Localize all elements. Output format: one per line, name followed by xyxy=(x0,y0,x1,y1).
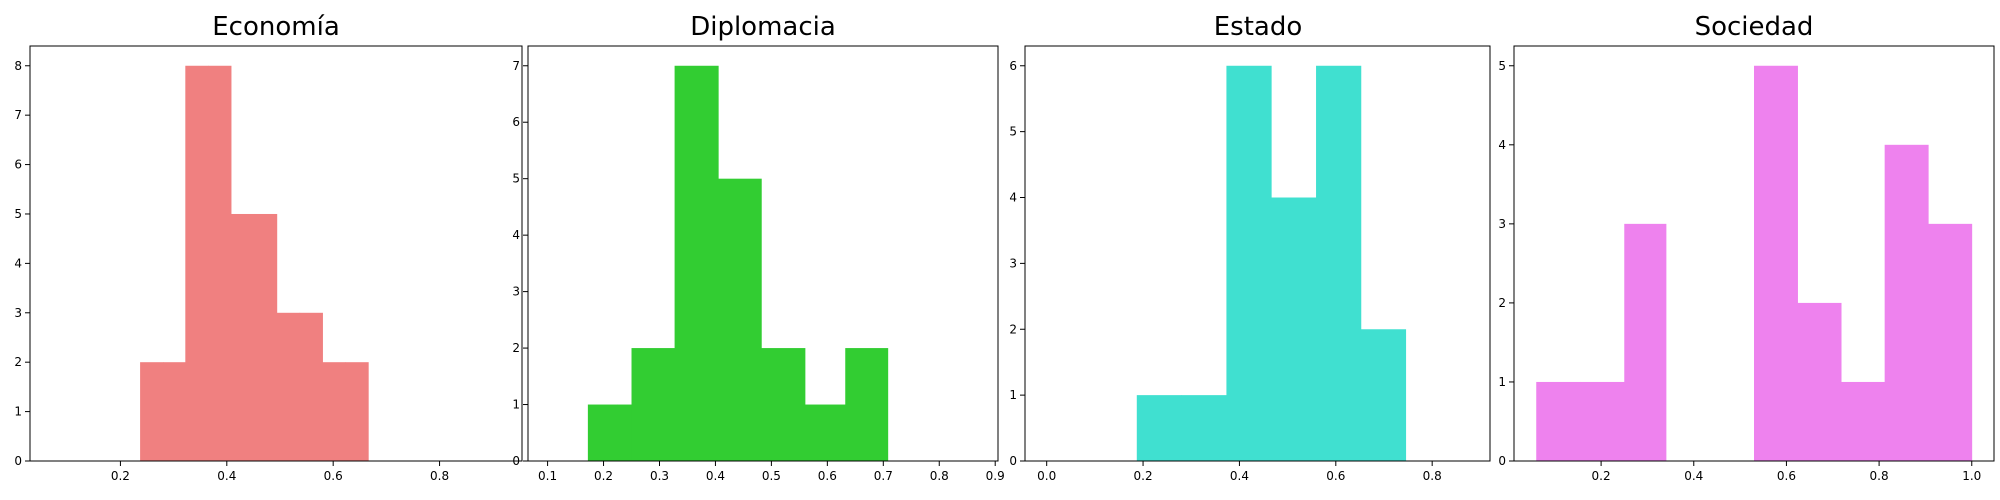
axes-frame xyxy=(527,45,999,462)
y-tick-label: 5 xyxy=(14,207,22,221)
histogram-bar xyxy=(1797,302,1842,461)
histogram-bar xyxy=(617,404,632,461)
panel-title: Sociedad xyxy=(1695,12,1814,42)
x-tick-label: 0.6 xyxy=(324,469,343,483)
histogram-bar xyxy=(162,362,186,461)
y-tick-label: 2 xyxy=(1498,296,1506,310)
histogram-bar xyxy=(276,312,301,461)
y-tick-label: 0 xyxy=(1498,454,1506,468)
histogram-panel-diplomacia: Diplomacia 0.1 0.2 0.3 0.4 0.5 0.6 0.7 0.8 0.9 0… xyxy=(512,12,1004,483)
y-tick-label: 1 xyxy=(1498,375,1506,389)
y-tick-label: 4 xyxy=(14,256,22,270)
y-tick-label: 3 xyxy=(14,306,22,320)
histogram-panel-estado: Estado 0.0 0.2 0.4 0.6 0.8 0 1 2 3 4 5 6 xyxy=(1009,12,1491,483)
x-tick-label: 0.8 xyxy=(1423,469,1442,483)
x-tick-label: 1.0 xyxy=(1962,469,1981,483)
x-tick-label: 0.6 xyxy=(1777,469,1796,483)
y-tick-label: 4 xyxy=(512,228,520,242)
axes-frame xyxy=(1024,45,1491,462)
y-tick-label: 6 xyxy=(1009,59,1017,73)
histogram-bar xyxy=(761,348,806,461)
y-tick-label: 3 xyxy=(512,285,520,299)
histogram-bar xyxy=(1884,144,1929,462)
histogram-bar xyxy=(631,348,675,461)
x-tick-label: 0.6 xyxy=(818,469,837,483)
y-tick-label: 2 xyxy=(14,355,22,369)
histogram-bar xyxy=(185,65,209,461)
histogram-bar xyxy=(1136,395,1183,461)
y-tick-label: 1 xyxy=(512,398,520,412)
histogram-bar xyxy=(1754,65,1798,461)
y-tick-label: 6 xyxy=(512,115,520,129)
histogram-bar xyxy=(345,362,369,461)
histogram-bar xyxy=(804,404,846,461)
x-tick-label: 0.8 xyxy=(430,469,449,483)
y-tick-label: 0 xyxy=(14,454,22,468)
y-tick-label: 5 xyxy=(1498,59,1506,73)
histogram-panel-economia: Economía 0.2 0.4 0.6 0.8 0 1 2 3 4 5 6 7 8 xyxy=(14,12,523,483)
x-tick-label: 0.4 xyxy=(706,469,725,483)
x-tick-label: 0.8 xyxy=(930,469,949,483)
histogram-bar xyxy=(674,65,719,461)
histogram-bar xyxy=(1580,381,1625,461)
y-tick-label: 2 xyxy=(1009,322,1017,336)
y-tick-label: 3 xyxy=(1009,256,1017,270)
histogram-bar xyxy=(1360,329,1407,461)
histogram-bar xyxy=(1536,381,1581,461)
histogram-bar xyxy=(231,213,255,461)
panel-title: Diplomacia xyxy=(690,12,836,42)
panel-title: Estado xyxy=(1214,12,1303,42)
histogram-bar xyxy=(1841,381,1886,461)
x-tick-label: 0.4 xyxy=(1684,469,1703,483)
histogram-bar xyxy=(587,404,618,461)
y-tick-label: 7 xyxy=(512,59,520,73)
histogram-bar xyxy=(1226,65,1272,461)
histogram-panel-sociedad: Sociedad 0.2 0.4 0.6 0.8 1.0 0 1 2 3 4 5 xyxy=(1498,12,1995,483)
histogram-bar xyxy=(140,362,164,461)
histogram-bar xyxy=(1624,223,1667,461)
y-tick-label: 6 xyxy=(14,158,22,172)
y-tick-label: 2 xyxy=(512,341,520,355)
y-tick-label: 1 xyxy=(1009,388,1017,402)
y-tick-label: 0 xyxy=(512,454,520,468)
axes-frame xyxy=(1513,45,1995,462)
x-tick-label: 0.7 xyxy=(874,469,893,483)
x-tick-label: 0.2 xyxy=(594,469,613,483)
histogram-bar xyxy=(322,362,346,461)
x-tick-label: 0.4 xyxy=(1230,469,1249,483)
x-tick-label: 0.6 xyxy=(1326,469,1345,483)
histogram-bar xyxy=(845,348,889,461)
histogram-bar xyxy=(299,312,323,461)
y-tick-label: 5 xyxy=(512,172,520,186)
histogram-bar xyxy=(1316,65,1362,461)
x-tick-label: 0.1 xyxy=(538,469,557,483)
histogram-bar xyxy=(718,178,762,461)
x-tick-label: 0.4 xyxy=(217,469,236,483)
y-tick-label: 3 xyxy=(1498,217,1506,231)
x-tick-label: 0.3 xyxy=(650,469,669,483)
y-tick-label: 5 xyxy=(1009,125,1017,139)
x-tick-label: 0.2 xyxy=(111,469,130,483)
x-tick-label: 0.5 xyxy=(762,469,781,483)
x-tick-label: 0.9 xyxy=(986,469,1005,483)
y-tick-label: 1 xyxy=(14,405,22,419)
axes-frame xyxy=(29,45,523,462)
histogram-bar xyxy=(1181,395,1227,461)
histogram-bar xyxy=(253,213,278,461)
y-tick-label: 8 xyxy=(14,59,22,73)
y-tick-label: 0 xyxy=(1009,454,1017,468)
x-tick-label: 0.2 xyxy=(1592,469,1611,483)
histogram-bar xyxy=(208,65,232,461)
y-tick-label: 4 xyxy=(1009,191,1017,205)
histogram-bar xyxy=(1271,197,1317,461)
y-tick-label: 7 xyxy=(14,108,22,122)
panel-title: Economía xyxy=(212,12,340,42)
y-tick-label: 4 xyxy=(1498,138,1506,152)
x-tick-label: 0.8 xyxy=(1870,469,1889,483)
x-tick-label: 0.0 xyxy=(1037,469,1056,483)
histogram-bar xyxy=(1928,223,1973,461)
x-tick-label: 0.2 xyxy=(1134,469,1153,483)
